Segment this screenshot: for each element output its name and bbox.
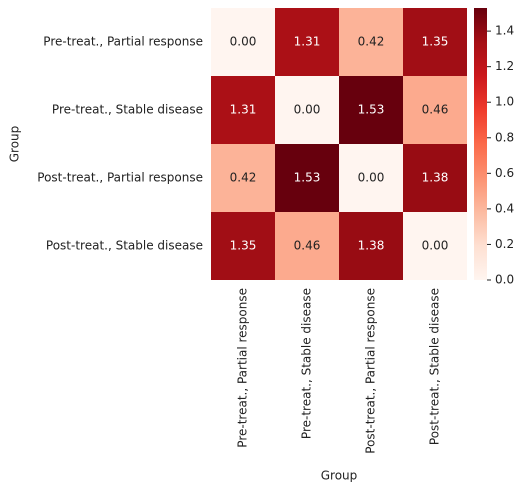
heatmap-cell: [211, 144, 275, 212]
cell-label: 1.38: [422, 171, 449, 185]
heatmap-cell: [211, 8, 275, 76]
x-axis-label: Group: [321, 469, 358, 483]
heatmap-cell: [275, 8, 339, 76]
cell-label: 0.00: [294, 103, 321, 117]
x-tick-label: Pre-treat., Stable disease: [300, 288, 314, 439]
cell-label: 0.42: [230, 171, 257, 185]
x-tick-label: Post-treat., Partial response: [364, 288, 378, 454]
heatmap-cell: [275, 144, 339, 212]
cell-label: 1.35: [422, 35, 449, 49]
x-tick-label: Post-treat., Stable disease: [428, 288, 442, 445]
heatmap-cell: [403, 8, 467, 76]
y-axis-label: Group: [8, 126, 22, 163]
y-tick-label: Pre-treat., Stable disease: [52, 103, 203, 117]
colorbar-tick-label: 1.0: [495, 95, 514, 109]
cell-label: 0.00: [358, 171, 385, 185]
heatmap-cell: [275, 212, 339, 280]
heatmap-cell: [211, 212, 275, 280]
cell-label: 1.31: [230, 103, 257, 117]
heatmap-cell: [403, 144, 467, 212]
cell-label: 0.46: [294, 239, 321, 253]
heatmap-cell: [211, 76, 275, 144]
heatmap-cell: [339, 144, 403, 212]
cell-label: 1.35: [230, 239, 257, 253]
cell-label: 1.53: [294, 171, 321, 185]
y-tick-label: Post-treat., Stable disease: [46, 239, 203, 253]
cell-label: 0.00: [230, 35, 257, 49]
colorbar-tick-label: 1.4: [495, 24, 514, 38]
cell-label: 0.46: [422, 103, 449, 117]
colorbar-tick-label: 0.6: [495, 166, 514, 180]
colorbar: [474, 8, 487, 280]
heatmap-cell: [339, 8, 403, 76]
y-tick-label: Pre-treat., Partial response: [43, 35, 203, 49]
cell-label: 0.00: [422, 239, 449, 253]
colorbar-tick-label: 0.8: [495, 130, 514, 144]
cell-label: 1.38: [358, 239, 385, 253]
colorbar-tick-label: 0.2: [495, 237, 514, 251]
heatmap-cell: [275, 76, 339, 144]
colorbar-tick-label: 0.4: [495, 201, 514, 215]
cell-label: 1.53: [358, 103, 385, 117]
colorbar-tick-label: 0.0: [495, 273, 514, 287]
cell-label: 0.42: [358, 35, 385, 49]
heatmap-cell: [339, 212, 403, 280]
heatmap-cell: [339, 76, 403, 144]
cell-label: 1.31: [294, 35, 321, 49]
colorbar-tick-label: 1.2: [495, 59, 514, 73]
heatmap-cell: [403, 212, 467, 280]
y-tick-label: Post-treat., Partial response: [37, 171, 203, 185]
heatmap-cell: [403, 76, 467, 144]
x-tick-label: Pre-treat., Partial response: [236, 288, 250, 448]
